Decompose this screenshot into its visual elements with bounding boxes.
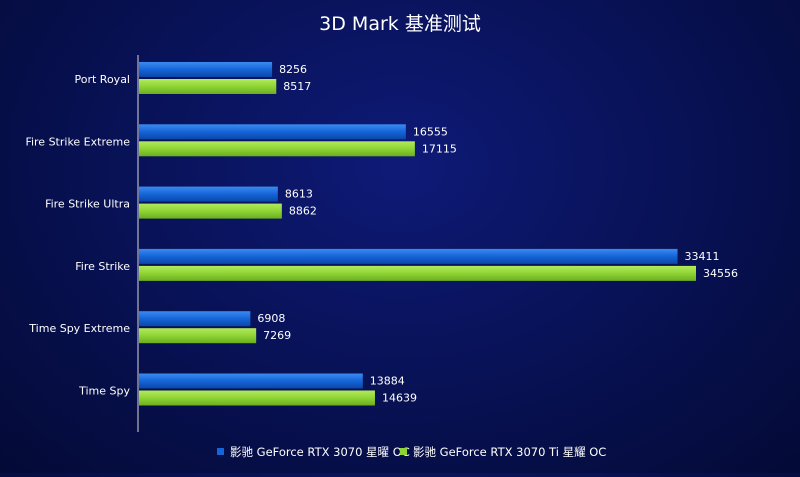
bar-series-2 bbox=[139, 328, 257, 344]
legend-swatch-series-2 bbox=[400, 448, 407, 455]
category-label: Port Royal bbox=[75, 73, 131, 86]
bar-series-1 bbox=[139, 124, 406, 140]
data-label-series-2: 8517 bbox=[283, 80, 311, 93]
category-label: Fire Strike Ultra bbox=[45, 198, 130, 211]
bar-series-2 bbox=[139, 390, 375, 406]
data-label-series-1: 33411 bbox=[685, 250, 720, 263]
legend-label-series-2: 影驰 GeForce RTX 3070 Ti 星耀 OC bbox=[413, 445, 606, 459]
data-label-series-1: 8613 bbox=[285, 188, 313, 201]
bar-series-1 bbox=[139, 186, 278, 202]
category-label: Fire Strike Extreme bbox=[25, 135, 130, 148]
category-label: Time Spy Extreme bbox=[28, 322, 130, 335]
bar-series-1 bbox=[139, 248, 678, 264]
bars-layer bbox=[139, 62, 696, 406]
labels-layer: Port Royal 8256 8517 Fire Strike Extreme 165… bbox=[25, 63, 738, 405]
category-label: Fire Strike bbox=[75, 260, 130, 273]
data-label-series-2: 14639 bbox=[382, 392, 417, 405]
data-label-series-1: 8256 bbox=[279, 63, 307, 76]
data-label-series-1: 6908 bbox=[257, 312, 285, 325]
bar-series-2 bbox=[139, 203, 282, 219]
bar-series-1 bbox=[139, 311, 251, 327]
legend-swatch-series-1 bbox=[217, 448, 224, 455]
legend: 影驰 GeForce RTX 3070 星曜 OC 影驰 GeForce RTX… bbox=[217, 445, 606, 459]
bar-series-2 bbox=[139, 141, 415, 157]
bar-series-1 bbox=[139, 62, 273, 77]
data-label-series-2: 17115 bbox=[422, 142, 457, 155]
bar-series-2 bbox=[139, 265, 696, 281]
category-label: Time Spy bbox=[78, 385, 130, 398]
chart-title: 3D Mark 基准测试 bbox=[319, 13, 481, 35]
data-label-series-2: 7269 bbox=[263, 329, 291, 342]
data-label-series-1: 13884 bbox=[370, 375, 405, 388]
data-label-series-2: 34556 bbox=[703, 267, 738, 280]
data-label-series-2: 8862 bbox=[289, 205, 317, 218]
bar-series-2 bbox=[139, 79, 277, 94]
legend-label-series-1: 影驰 GeForce RTX 3070 星曜 OC bbox=[230, 445, 410, 459]
data-label-series-1: 16555 bbox=[413, 125, 448, 138]
bar-series-1 bbox=[139, 373, 363, 389]
